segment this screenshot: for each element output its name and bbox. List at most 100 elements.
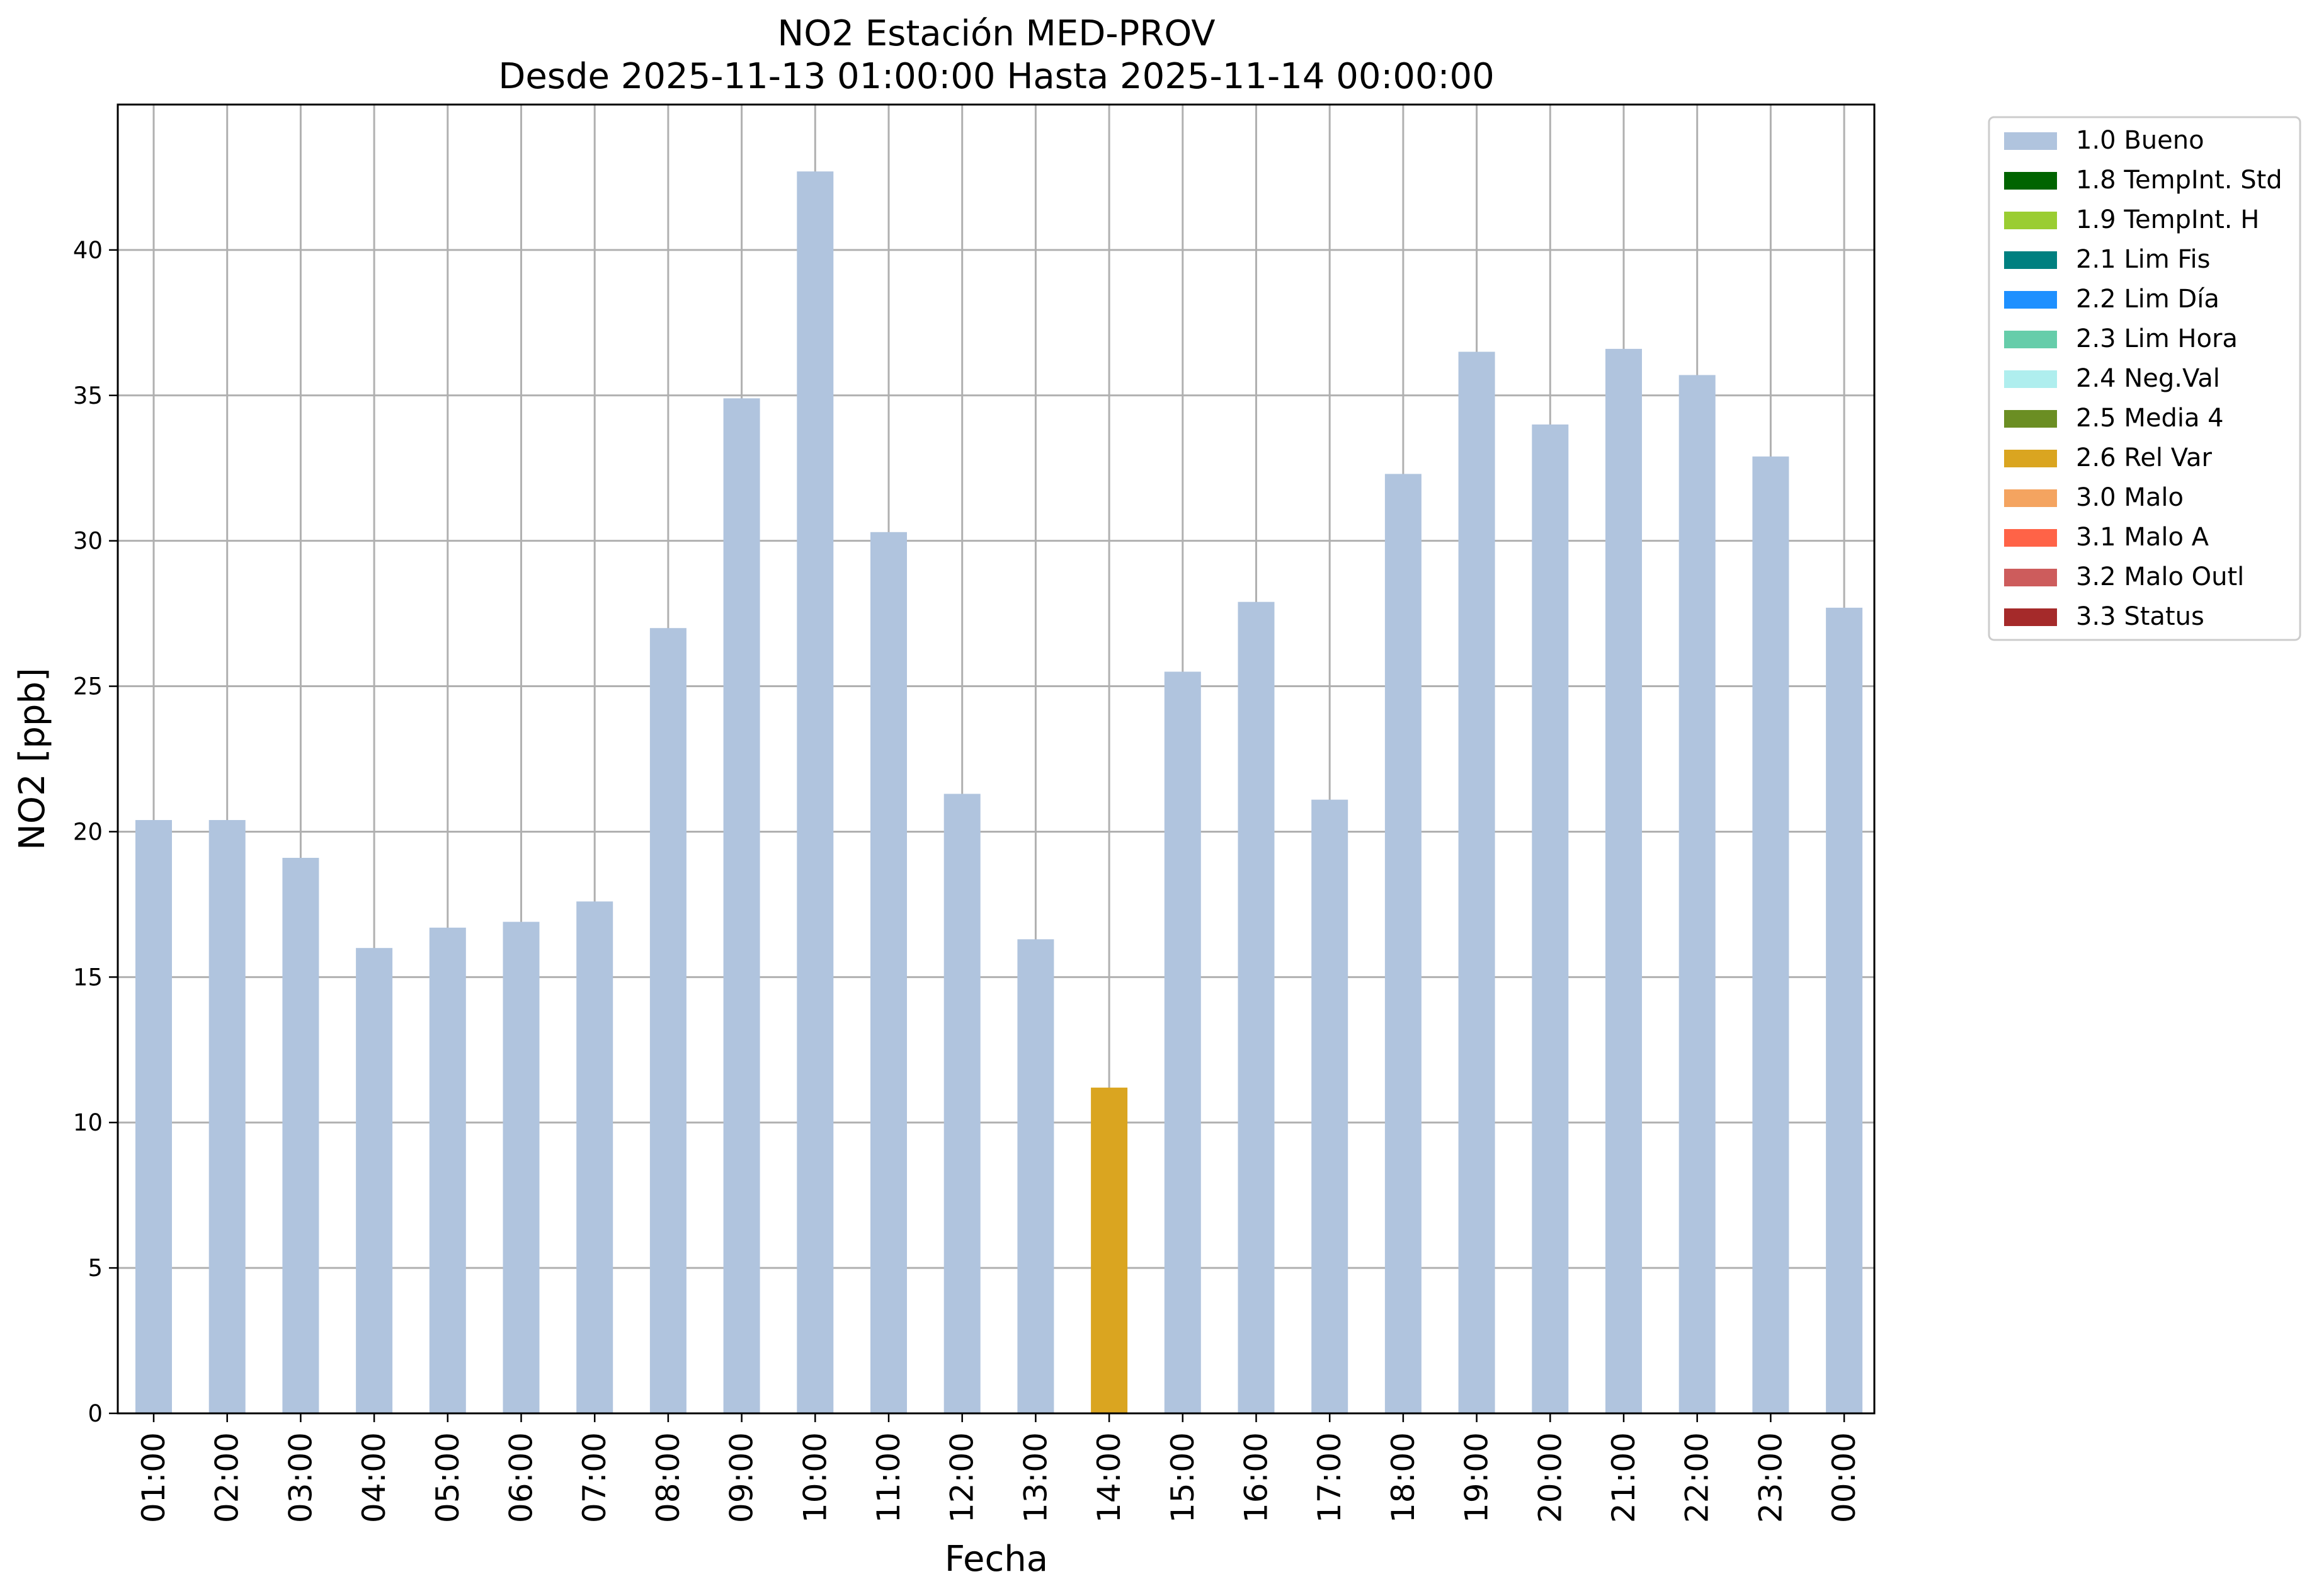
x-tick-label: 03:00	[282, 1432, 319, 1523]
legend-label: 2.3 Lim Hora	[2076, 324, 2238, 353]
bar	[1826, 607, 1863, 1414]
legend-items: 1.0 Bueno 1.8 TempInt. Std 1.9 TempInt. H 2…	[2004, 126, 2282, 631]
bar	[1164, 671, 1201, 1413]
x-tick-label: 05:00	[430, 1432, 466, 1523]
x-tick-label: 20:00	[1532, 1432, 1568, 1523]
legend-frame	[1988, 116, 2301, 641]
y-tick-label: 25	[73, 673, 103, 700]
legend-swatch	[2004, 608, 2057, 626]
bar	[356, 948, 393, 1413]
y-tick-label: 0	[88, 1400, 103, 1427]
x-tick-label: 16:00	[1238, 1432, 1275, 1523]
x-tick-label: 19:00	[1459, 1432, 1495, 1523]
bar	[135, 819, 172, 1413]
bar	[208, 819, 246, 1413]
legend: 1.0 Bueno 1.8 TempInt. Std 1.9 TempInt. H 2…	[1988, 116, 2301, 641]
bar	[943, 794, 981, 1413]
x-tick-label: 12:00	[944, 1432, 981, 1523]
bar	[1752, 456, 1789, 1413]
legend-label: 2.4 Neg.Val	[2076, 364, 2220, 393]
x-tick-label: 09:00	[724, 1432, 760, 1523]
x-tick-label: 22:00	[1679, 1432, 1716, 1523]
x-tick-label: 15:00	[1165, 1432, 1201, 1523]
legend-item: 2.5 Media 4	[2004, 404, 2224, 433]
bar	[1311, 799, 1348, 1413]
x-tick-label: 13:00	[1017, 1432, 1054, 1523]
legend-label: 3.1 Malo A	[2076, 523, 2209, 552]
x-tick-label: 06:00	[503, 1432, 540, 1523]
legend-item: 3.2 Malo Outl	[2004, 562, 2244, 591]
x-axis-label: Fecha	[945, 1539, 1048, 1580]
legend-item: 2.4 Neg.Val	[2004, 364, 2220, 393]
chart-subtitle: Desde 2025-11-13 01:00:00 Hasta 2025-11-…	[498, 56, 1495, 97]
y-axis-label: NO2 [ppb]	[12, 668, 53, 850]
bar	[723, 398, 760, 1414]
y-tick-label: 5	[88, 1255, 103, 1282]
bar	[1238, 601, 1275, 1413]
x-tick-label: 08:00	[650, 1432, 687, 1523]
y-tick-label: 15	[73, 964, 103, 991]
y-tick-label: 10	[73, 1109, 103, 1136]
bars	[135, 171, 1863, 1414]
legend-swatch	[2004, 291, 2057, 309]
bar	[1384, 474, 1422, 1413]
legend-label: 2.5 Media 4	[2076, 404, 2224, 433]
x-axis-ticks: 01:00 02:00 03:00 04:00 05:00 06:00 07:00 08:00…	[135, 1413, 1862, 1523]
legend-swatch	[2004, 251, 2057, 269]
legend-label: 3.2 Malo Outl	[2076, 562, 2244, 591]
legend-swatch	[2004, 331, 2057, 348]
bar	[870, 532, 907, 1413]
y-tick-label: 30	[73, 528, 103, 555]
x-tick-label: 21:00	[1605, 1432, 1642, 1523]
legend-swatch	[2004, 489, 2057, 507]
legend-label: 2.1 Lim Fis	[2076, 245, 2210, 274]
legend-swatch	[2004, 370, 2057, 388]
legend-item: 1.0 Bueno	[2004, 126, 2204, 155]
legend-item: 2.1 Lim Fis	[2004, 245, 2210, 274]
legend-label: 1.8 TempInt. Std	[2076, 166, 2282, 195]
x-tick-label: 00:00	[1826, 1432, 1862, 1523]
x-tick-label: 01:00	[135, 1432, 172, 1523]
x-tick-label: 14:00	[1091, 1432, 1127, 1523]
legend-item: 2.3 Lim Hora	[2004, 324, 2238, 353]
legend-label: 1.9 TempInt. H	[2076, 205, 2259, 234]
x-tick-label: 04:00	[356, 1432, 392, 1523]
legend-item: 1.8 TempInt. Std	[2004, 166, 2282, 195]
bar	[797, 171, 834, 1414]
y-tick-label: 40	[73, 237, 103, 264]
x-tick-label: 07:00	[576, 1432, 613, 1523]
bar	[429, 927, 466, 1413]
legend-label: 1.0 Bueno	[2076, 126, 2204, 155]
bar	[1458, 351, 1495, 1413]
legend-swatch	[2004, 450, 2057, 467]
bar	[1091, 1087, 1128, 1413]
bar	[576, 901, 613, 1413]
bar	[282, 858, 319, 1413]
legend-item: 1.9 TempInt. H	[2004, 205, 2259, 234]
legend-swatch	[2004, 172, 2057, 190]
legend-swatch	[2004, 132, 2057, 150]
legend-item: 3.3 Status	[2004, 602, 2204, 631]
bar	[1605, 348, 1642, 1413]
y-axis-ticks: 0 5 10 15 20 25 30 35 40	[73, 237, 118, 1427]
x-tick-label: 02:00	[209, 1432, 246, 1523]
legend-item: 3.0 Malo	[2004, 483, 2184, 512]
x-tick-label: 23:00	[1752, 1432, 1789, 1523]
legend-swatch	[2004, 569, 2057, 586]
legend-swatch	[2004, 529, 2057, 547]
bar	[649, 628, 687, 1414]
y-tick-label: 35	[73, 382, 103, 409]
legend-label: 2.6 Rel Var	[2076, 443, 2213, 472]
legend-item: 2.2 Lim Día	[2004, 285, 2219, 314]
plot-frame	[117, 103, 1876, 1415]
legend-item: 2.6 Rel Var	[2004, 443, 2213, 472]
bar	[1678, 375, 1716, 1413]
x-tick-label: 18:00	[1385, 1432, 1422, 1523]
bar	[1017, 939, 1054, 1413]
x-tick-label: 10:00	[797, 1432, 833, 1523]
chart-title: NO2 Estación MED-PROV	[777, 13, 1215, 54]
bar	[1532, 424, 1569, 1413]
legend-label: 3.3 Status	[2076, 602, 2204, 631]
